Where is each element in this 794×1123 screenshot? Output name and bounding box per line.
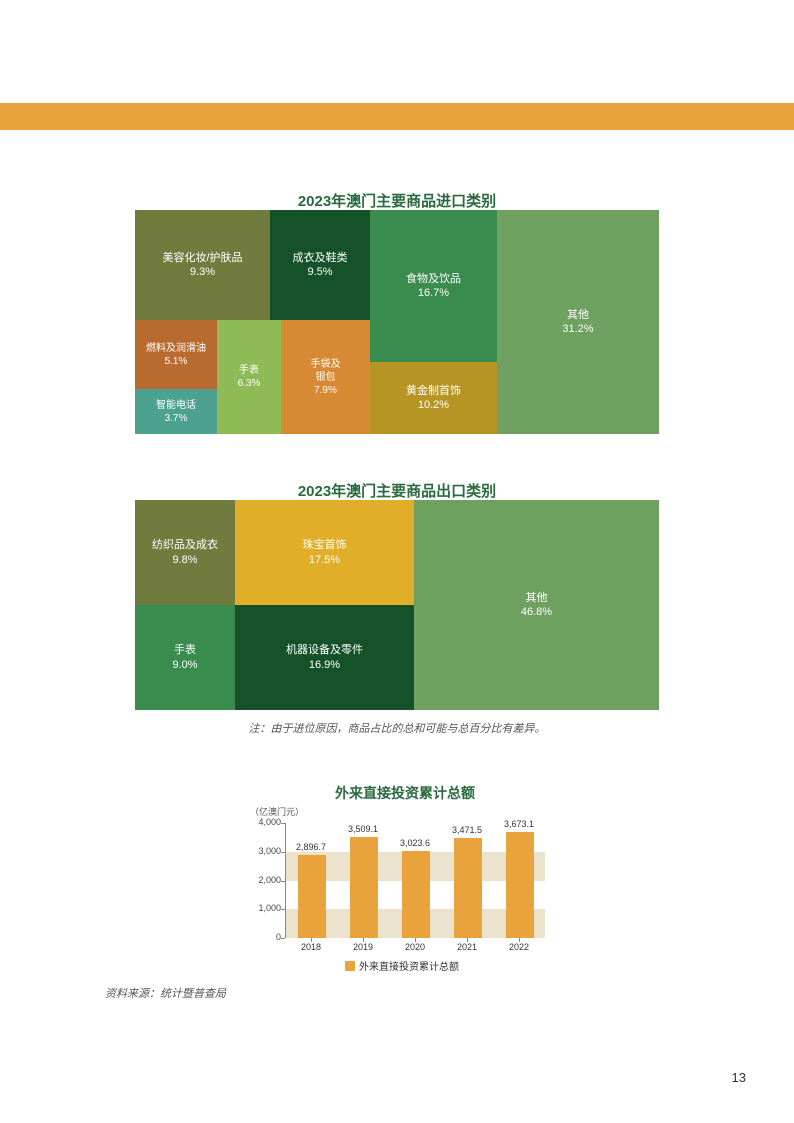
treemap-tile: 手表6.3% (217, 320, 281, 434)
treemap-tile: 纺织品及成衣9.8% (135, 500, 235, 605)
treemap-tile: 智能电话3.7% (135, 389, 217, 434)
treemap-tile: 其他31.2% (497, 210, 659, 434)
treemap-tile: 珠宝首饰17.5% (235, 500, 414, 605)
bar-value-label: 3,673.1 (497, 819, 541, 829)
header-bar (0, 103, 794, 130)
import-treemap: 美容化妆/护肤品9.3%成衣及鞋类9.5%食物及饮品16.7%其他31.2% 燃料… (135, 210, 659, 434)
bar-chart-title: 外来直接投资累计总额 (250, 783, 560, 803)
y-tick: 1,000 (251, 903, 281, 913)
bar-value-label: 3,023.6 (393, 838, 437, 848)
y-tick: 2,000 (251, 875, 281, 885)
bar (298, 855, 326, 938)
export-treemap: 纺织品及成衣9.8%珠宝首饰17.5%其他46.8% 手表9.0%机器设备及零件1… (135, 500, 659, 710)
treemap-tile: 手表9.0% (135, 605, 235, 710)
treemap-tile: 食物及饮品16.7% (370, 210, 497, 362)
import-chart-title: 2023年澳门主要商品进口类别 (0, 190, 794, 211)
x-tick: 2021 (441, 942, 493, 952)
treemap-tile: 其他46.8% (414, 500, 659, 710)
bar-legend: 外来直接投资累计总额 (345, 958, 459, 973)
treemap-tile: 黄金制首饰10.2% (370, 362, 497, 434)
bar (350, 837, 378, 938)
bar (402, 851, 430, 938)
treemap-tile: 机器设备及零件16.9% (235, 605, 414, 710)
bar-value-label: 3,509.1 (341, 824, 385, 834)
x-tick: 2020 (389, 942, 441, 952)
page-number: 13 (732, 1070, 746, 1085)
treemap-tile: 成衣及鞋类9.5% (270, 210, 370, 320)
treemap-tile: 手袋及银包7.9% (281, 320, 370, 434)
fdi-bar-chart: 外来直接投资累计总额 （亿澳门元）01,0002,0003,0004,0002,… (250, 783, 560, 983)
y-tick: 0 (251, 932, 281, 942)
x-tick: 2022 (493, 942, 545, 952)
bar-value-label: 3,471.5 (445, 825, 489, 835)
y-tick: 4,000 (251, 817, 281, 827)
x-tick: 2019 (337, 942, 389, 952)
export-chart-title: 2023年澳门主要商品出口类别 (0, 480, 794, 501)
bar-value-label: 2,896.7 (289, 842, 333, 852)
x-tick: 2018 (285, 942, 337, 952)
treemap-tile: 燃料及润滑油5.1% (135, 320, 217, 389)
legend-label: 外来直接投资累计总额 (359, 958, 459, 973)
rounding-footnote: 注：由于进位原因，商品占比的总和可能与总百分比有差异。 (135, 720, 659, 736)
source-note: 资料来源：统计暨普查局 (105, 985, 226, 1001)
y-tick: 3,000 (251, 846, 281, 856)
bar (506, 832, 534, 938)
legend-swatch (345, 961, 355, 971)
bar (454, 838, 482, 938)
treemap-tile: 美容化妆/护肤品9.3% (135, 210, 270, 320)
